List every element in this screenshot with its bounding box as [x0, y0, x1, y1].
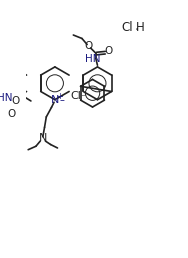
Text: O: O	[105, 46, 113, 57]
Text: O: O	[11, 96, 20, 106]
Text: N: N	[51, 95, 59, 105]
Text: HN: HN	[85, 54, 100, 64]
Text: H: H	[136, 21, 145, 34]
Text: ⁻: ⁻	[80, 93, 85, 103]
Text: Cl: Cl	[70, 91, 81, 101]
Text: Cl: Cl	[122, 21, 133, 34]
Text: +: +	[56, 92, 63, 101]
Text: HN: HN	[0, 93, 13, 103]
Text: –: –	[59, 95, 64, 105]
Text: O: O	[85, 41, 93, 51]
Text: N: N	[39, 133, 47, 143]
Text: ·: ·	[135, 23, 139, 37]
Text: O: O	[8, 109, 16, 119]
